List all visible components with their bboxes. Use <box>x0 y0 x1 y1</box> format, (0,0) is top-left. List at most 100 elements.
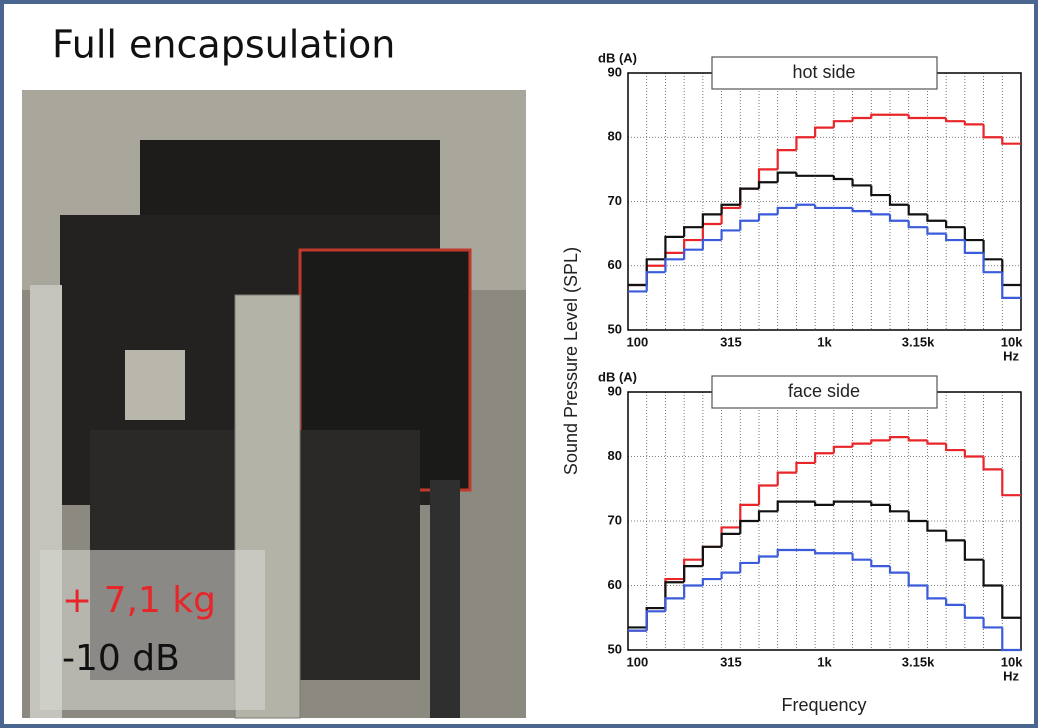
step-segment <box>683 226 703 237</box>
x-tick-label: 10k <box>1001 334 1023 349</box>
step-segment <box>832 445 853 454</box>
y-unit: dB (A) <box>598 50 637 65</box>
step-segment <box>776 206 797 215</box>
step-segment <box>645 271 666 292</box>
label-backdrop <box>40 550 265 710</box>
step-segment <box>795 172 816 177</box>
step-segment <box>945 443 965 452</box>
step-segment <box>814 501 834 506</box>
step-segment <box>982 617 1003 629</box>
y-axis-label: Sound Pressure Level (SPL) <box>561 247 581 475</box>
step-segment <box>739 187 759 205</box>
chart-title: hot side <box>792 62 855 82</box>
x-tick-label: 10k <box>1001 654 1023 669</box>
step-segment <box>739 519 759 534</box>
step-segment <box>664 597 685 612</box>
y-tick-label: 60 <box>608 577 622 592</box>
step-segment <box>814 452 834 463</box>
photo-bracket <box>125 350 185 420</box>
step-segment <box>963 540 984 561</box>
step-segment <box>963 450 984 458</box>
x-tick-label: 100 <box>627 334 649 349</box>
plot-area <box>628 73 1021 330</box>
step-segment <box>814 204 834 210</box>
photo: + 7,1 kg -10 dB <box>22 90 526 719</box>
step-segment <box>907 114 928 120</box>
y-tick-label: 50 <box>608 641 622 656</box>
slide-title: Full encapsulation <box>52 23 395 67</box>
step-segment <box>945 233 965 242</box>
step-segment <box>832 175 853 181</box>
step-segment <box>982 252 1003 274</box>
step-segment <box>851 442 872 447</box>
step-segment <box>757 181 778 189</box>
x-tick-label: 100 <box>627 654 649 669</box>
step-segment <box>888 436 909 441</box>
step-segment <box>907 204 928 216</box>
step-segment <box>1001 469 1021 497</box>
step-segment <box>945 117 965 123</box>
y-tick-label: 60 <box>608 257 622 272</box>
x-tick-label: 3.15k <box>902 654 935 669</box>
y-tick-label: 50 <box>608 321 622 336</box>
step-segment <box>982 559 1003 587</box>
y-tick-label: 70 <box>608 193 622 208</box>
y-tick-label: 90 <box>608 64 622 79</box>
mass-label: + 7,1 kg <box>62 580 216 621</box>
step-segment <box>664 235 685 260</box>
step-segment <box>907 511 928 523</box>
step-segment <box>739 219 759 231</box>
step-segment <box>720 229 741 241</box>
y-tick-label: 70 <box>608 512 622 527</box>
x-tick-label: 315 <box>720 334 742 349</box>
step-segment <box>776 471 797 486</box>
step-segment <box>664 258 685 273</box>
step-segment <box>720 532 741 547</box>
step-segment <box>776 149 797 170</box>
step-segment <box>683 584 703 599</box>
step-segment <box>907 220 928 229</box>
chart-title-box <box>711 375 938 409</box>
step-segment <box>982 124 1003 139</box>
y-tick-label: 80 <box>608 129 622 144</box>
step-segment <box>757 510 778 521</box>
step-segment <box>870 559 890 568</box>
step-segment <box>851 179 872 187</box>
step-segment <box>1001 137 1021 145</box>
step-segment <box>870 501 890 506</box>
step-segment <box>888 195 909 206</box>
photo-pipe <box>430 480 460 718</box>
x-unit: Hz <box>1003 348 1019 363</box>
step-segment <box>982 456 1003 471</box>
step-segment <box>870 439 890 444</box>
step-segment <box>645 610 666 631</box>
step-segment <box>739 561 759 573</box>
step-segment <box>963 240 984 254</box>
step-segment <box>945 598 965 606</box>
x-tick-label: 315 <box>720 654 742 669</box>
step-segment <box>683 248 703 260</box>
y-tick-label: 90 <box>608 383 622 398</box>
step-segment <box>945 220 965 229</box>
step-segment <box>701 577 722 586</box>
x-tick-label: 1k <box>817 654 832 669</box>
step-segment <box>683 565 703 583</box>
step-segment <box>795 461 816 473</box>
chart-title-box <box>711 56 938 90</box>
step-segment <box>757 555 778 563</box>
step-segment <box>795 203 816 208</box>
chart-title: face side <box>788 381 860 401</box>
reduction-label: -10 dB <box>62 638 180 679</box>
step-segment <box>832 120 853 128</box>
step-segment <box>926 521 947 532</box>
step-segment <box>888 214 909 222</box>
step-segment <box>888 566 909 574</box>
step-segment <box>720 203 741 215</box>
step-segment <box>907 437 928 442</box>
step-segment <box>832 500 853 505</box>
step-segment <box>776 500 797 512</box>
step-segment <box>888 504 909 513</box>
step-segment <box>870 185 890 197</box>
x-tick-label: 1k <box>817 334 832 349</box>
